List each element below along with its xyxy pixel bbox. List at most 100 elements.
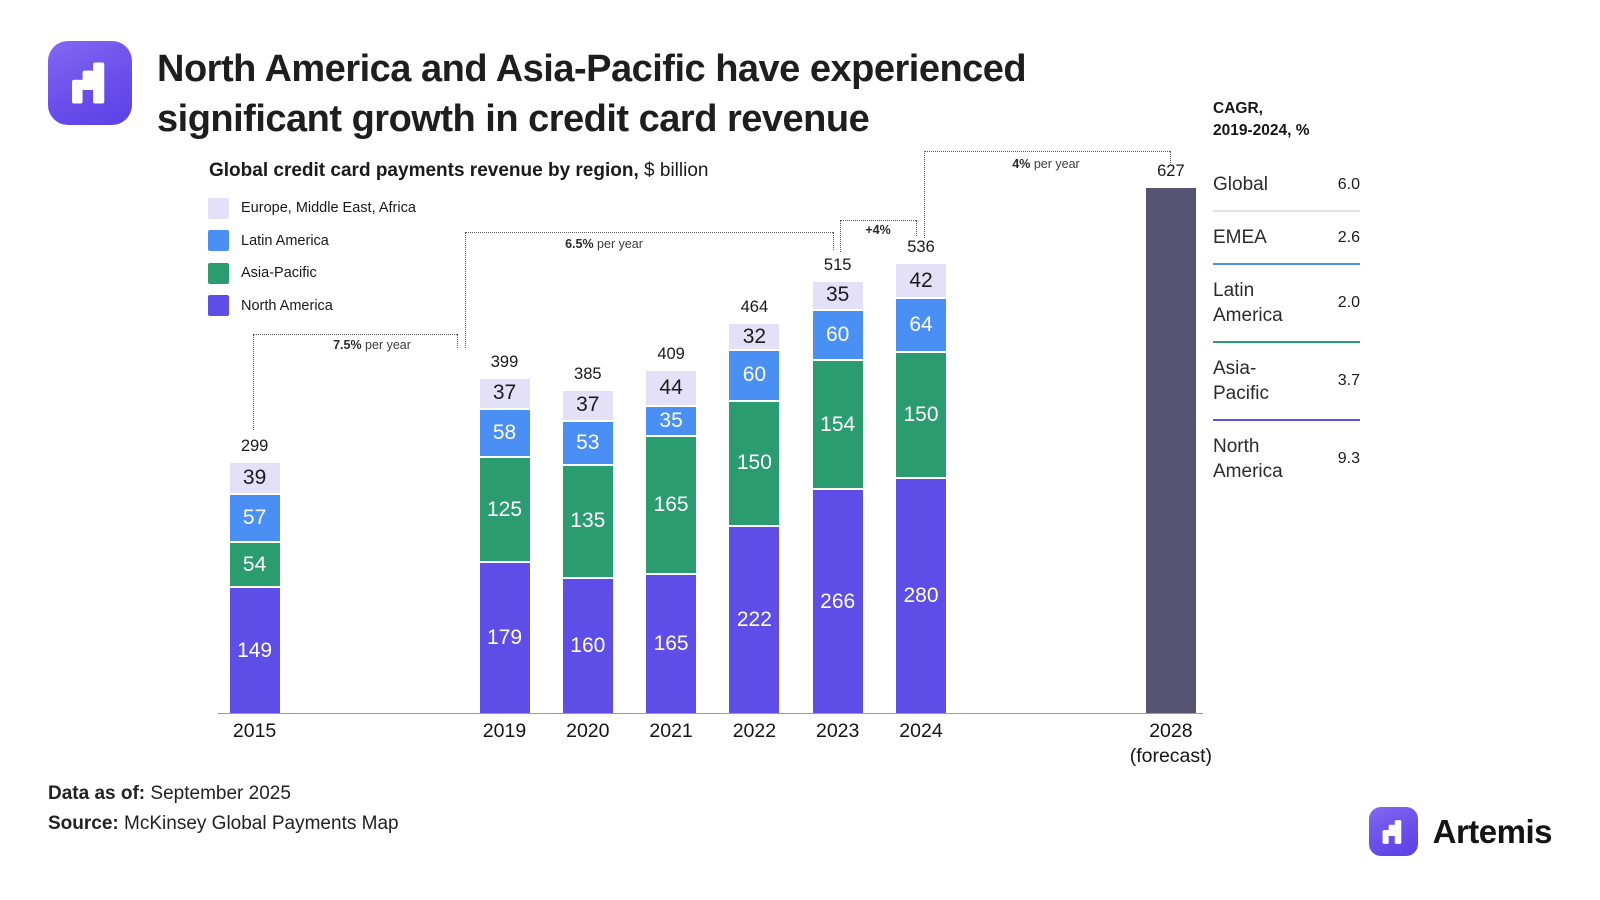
cagr-panel: CAGR, 2019-2024, % Global 6.0 EMEA 2.6 Latin…	[1213, 98, 1360, 497]
artemis-logo-icon	[48, 41, 132, 125]
legend-item-asia-pacific: Asia-Pacific	[208, 262, 317, 284]
cagr-row-asia-pacific: Asia-Pacific 3.7	[1213, 341, 1360, 419]
chart-subtitle-bold: Global credit card payments revenue by r…	[209, 160, 639, 181]
legend-item-latin-america: Latin America	[208, 230, 329, 252]
bar-2015-segment-north-america: 149	[229, 588, 280, 713]
bar-2021-segment-asia-pacific: 165	[646, 436, 697, 575]
total-label-2020: 385	[574, 364, 602, 383]
bar-2021: 44 35 165 165	[646, 370, 697, 713]
bar-2024-segment-latin-america: 64	[896, 299, 946, 353]
cagr-row-label: Global	[1213, 174, 1268, 195]
bar-2022-segment-north-america: 222	[729, 527, 780, 713]
legend-swatch-icon	[208, 295, 229, 316]
year-label-2022: 2022	[732, 720, 777, 742]
bar-2024-segment-north-america: 280	[896, 478, 946, 713]
bar-2023-segment-asia-pacific: 154	[812, 361, 863, 491]
bar-2019-segment-europe-middle-east-africa: 37	[479, 378, 530, 410]
bar-2019-segment-latin-america: 58	[479, 409, 530, 459]
artemis-glyph-icon	[72, 62, 105, 104]
bar-2020-segment-asia-pacific: 135	[562, 465, 613, 579]
bar-2028-segment-forecast	[1145, 188, 1196, 713]
year-label-2015: 2015	[232, 720, 277, 742]
cagr-row-value: 9.3	[1337, 450, 1360, 467]
growth-bracket-2019-2023-label: 6.5% per year	[565, 237, 643, 251]
growth-bracket-2024-2028-left-leg	[924, 151, 925, 238]
bar-2023-segment-latin-america: 60	[812, 311, 863, 362]
legend-swatch-icon	[208, 262, 229, 284]
legend-swatch-icon	[208, 197, 229, 219]
data-as-of-note: Data as of: September 2025	[48, 783, 291, 805]
page-title: North America and Asia-Pacific have expe…	[157, 44, 1027, 144]
total-label-2028: 627	[1157, 162, 1185, 180]
growth-bracket-2015-2019-line	[253, 334, 457, 335]
cagr-row-label: North America	[1213, 436, 1283, 482]
bar-2019: 37 58 125 179	[479, 378, 530, 713]
bar-2021-segment-north-america: 165	[646, 574, 697, 713]
bar-2022-segment-latin-america: 60	[729, 351, 780, 402]
bar-2019-segment-asia-pacific: 125	[479, 458, 530, 564]
year-label-2021: 2021	[649, 720, 693, 742]
chart-subtitle-unit: $ billion	[638, 160, 709, 181]
bar-2024: 42 64 150 280	[896, 264, 946, 713]
growth-bracket-2024-2028-label: 4% per year	[1012, 157, 1080, 171]
legend-item-europe-middle-east-africa: Europe, Middle East, Africa	[208, 197, 416, 219]
growth-bracket-2015-2019-left-leg	[253, 334, 254, 430]
page-title-line2: significant growth in credit card revenu…	[157, 98, 870, 140]
data-as-of-value: September 2025	[145, 783, 291, 804]
growth-bracket-2023-2024-left-leg	[840, 220, 841, 252]
total-label-2024: 536	[907, 238, 935, 257]
growth-bracket-2023-2024-right-leg	[916, 220, 917, 236]
cagr-row-label: EMEA	[1213, 227, 1267, 248]
year-label-2028: 2028 (forecast)	[1129, 720, 1213, 767]
total-label-2021: 409	[657, 344, 685, 363]
bar-2023: 35 60 154 266	[812, 281, 863, 713]
bar-2015-segment-europe-middle-east-africa: 39	[229, 462, 280, 496]
bar-2024-segment-europe-middle-east-africa: 42	[896, 264, 946, 300]
total-label-2015: 299	[240, 436, 269, 455]
brand-lockup: Artemis	[1368, 807, 1553, 856]
bar-2020-segment-north-america: 160	[562, 579, 613, 713]
data-as-of-label: Data as of:	[48, 783, 146, 804]
year-label-2023: 2023	[815, 720, 860, 742]
bar-2015: 39 57 54 149	[229, 462, 280, 713]
growth-bracket-2024-2028-right-leg	[1170, 151, 1171, 165]
growth-bracket-2023-2024-label: +4%	[865, 223, 891, 237]
bar-2020-segment-europe-middle-east-africa: 37	[562, 390, 613, 422]
year-label-2019: 2019	[482, 720, 527, 742]
cagr-rows: Global 6.0 EMEA 2.6 Latin America 2.0 Asia-Pac…	[1213, 159, 1360, 497]
total-label-2022: 464	[740, 298, 769, 317]
source-value: McKinsey Global Payments Map	[118, 813, 399, 834]
year-label-2020: 2020	[566, 720, 610, 742]
artemis-logo-small-icon	[1368, 807, 1418, 856]
x-axis-line	[218, 713, 1203, 714]
legend-label: Europe, Middle East, Africa	[241, 200, 416, 216]
cagr-panel-title: CAGR, 2019-2024, %	[1213, 98, 1360, 142]
growth-bracket-2015-2019-label: 7.5% per year	[333, 338, 411, 352]
bar-2022-segment-europe-middle-east-africa: 32	[729, 324, 780, 352]
legend-item-north-america: North America	[208, 295, 333, 317]
bar-2020: 37 53 135 160	[562, 390, 613, 713]
total-label-2019: 399	[490, 352, 519, 371]
legend-label: Latin America	[241, 232, 329, 249]
bar-2022: 32 60 150 222	[729, 324, 780, 713]
cagr-row-global: Global 6.0	[1213, 159, 1360, 210]
growth-bracket-2024-2028-line	[924, 151, 1170, 152]
bar-2021-segment-latin-america: 35	[646, 407, 697, 437]
cagr-title-line1: CAGR,	[1213, 100, 1263, 117]
cagr-row-label: Asia-Pacific	[1213, 358, 1269, 404]
chart-subtitle: Global credit card payments revenue by r…	[209, 160, 708, 182]
growth-bracket-2015-2019-right-leg	[457, 334, 458, 348]
cagr-row-value: 3.7	[1337, 372, 1360, 389]
bar-2023-segment-north-america: 266	[812, 490, 863, 713]
bar-2015-segment-asia-pacific: 54	[229, 543, 280, 589]
legend-label: North America	[241, 297, 333, 314]
cagr-row-emea: EMEA 2.6	[1213, 210, 1360, 263]
artemis-glyph-icon	[1382, 819, 1402, 844]
growth-bracket-2019-2023-line	[465, 232, 833, 233]
page-title-line1: North America and Asia-Pacific have expe…	[157, 48, 1027, 90]
bar-2020-segment-latin-america: 53	[562, 421, 613, 466]
bar-2024-segment-asia-pacific: 150	[896, 352, 946, 479]
cagr-row-value: 2.6	[1337, 228, 1360, 246]
cagr-row-value: 2.0	[1337, 294, 1360, 311]
